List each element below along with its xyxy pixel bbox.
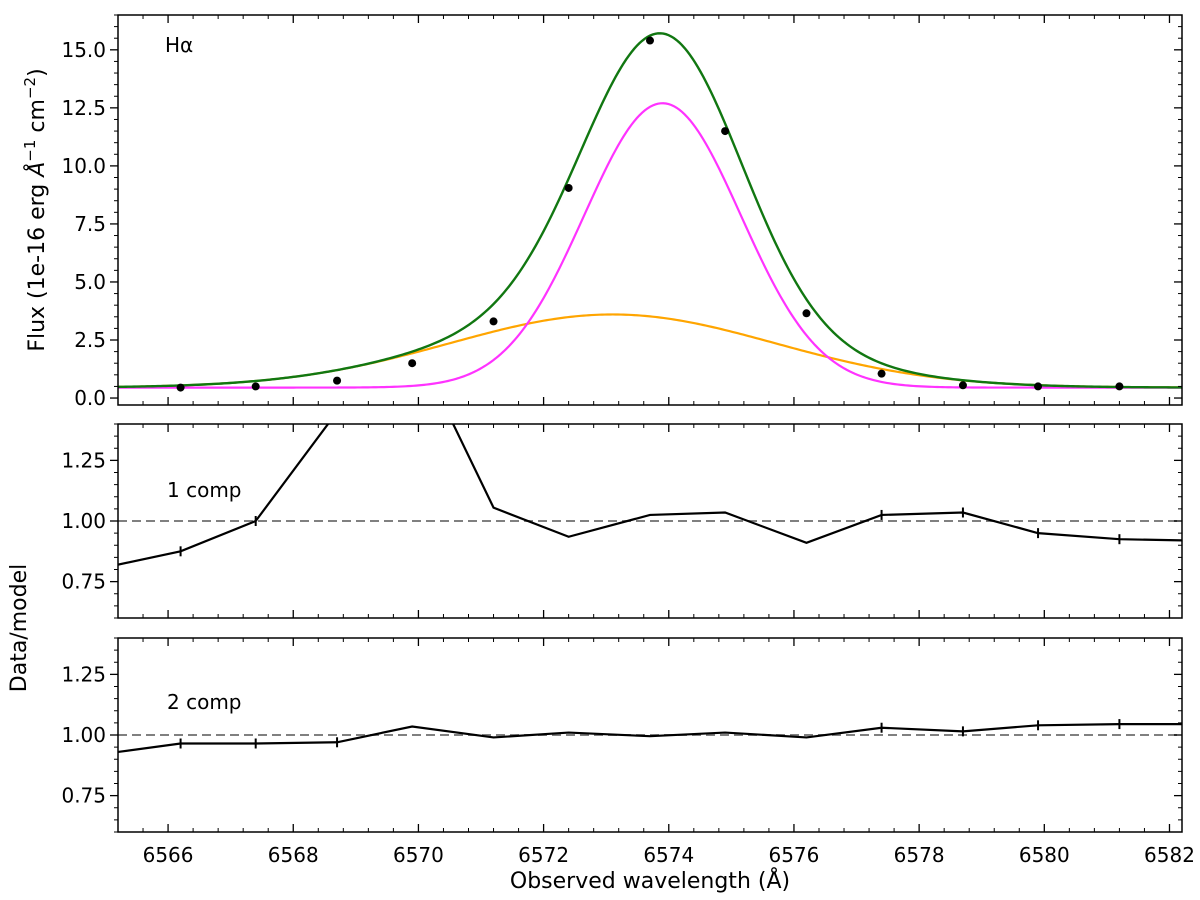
- y-tick-label: 1.00: [61, 723, 106, 747]
- panel-halpha-fit: 0.0 2.5 5.0 7.5 10.0 12.5 15.0 Hα Flux (1e-16 …: [21, 14, 1183, 410]
- broad-component-curve: [118, 313, 1182, 389]
- x-tick-label: 6568: [268, 843, 319, 867]
- total-model-curve: [118, 32, 1182, 389]
- y-tick-label: 10.0: [61, 154, 106, 178]
- data-point: [802, 309, 811, 318]
- data-point: [1115, 382, 1124, 391]
- x-tick-label: 6574: [643, 843, 694, 867]
- data-point: [646, 36, 654, 45]
- flux-axis-title: Flux (1e-16 erg Å−1 cm−2): [21, 68, 50, 351]
- x-tick-label: 6570: [393, 843, 444, 867]
- panel-annotation: 2 comp: [167, 690, 242, 714]
- panel-annotation: Hα: [165, 33, 193, 57]
- y-tick-label: 2.5: [74, 328, 106, 352]
- y-tick-label: 0.75: [61, 784, 106, 808]
- data-point: [176, 383, 185, 392]
- x-tick-label: 6582: [1144, 843, 1195, 867]
- panel-frame: [117, 14, 1183, 406]
- data-point: [251, 382, 260, 391]
- y-tick-label: 1.25: [61, 448, 106, 472]
- data-point: [1034, 382, 1043, 391]
- y-tick-label: 7.5: [74, 212, 106, 236]
- data-point: [489, 317, 498, 326]
- ratio-line: [118, 424, 1182, 566]
- x-tick-label: 6576: [768, 843, 819, 867]
- ratio-line: [118, 722, 1182, 754]
- y-tick-label: 15.0: [61, 38, 106, 62]
- x-tick-label: 6566: [143, 843, 194, 867]
- y-tick-label: 5.0: [74, 270, 106, 294]
- panel-ratio-1comp: 0.75 1.00 1.25 1 comp: [61, 423, 1183, 619]
- x-tick-label: 6572: [518, 843, 569, 867]
- x-tick-label: 6580: [1019, 843, 1070, 867]
- panel-frame: [117, 637, 1183, 833]
- panel-frame: [117, 423, 1183, 619]
- data-point: [958, 381, 967, 390]
- y-tick-label: 0.75: [61, 570, 106, 594]
- narrow-component-curve: [118, 102, 1182, 389]
- data-point: [877, 369, 886, 378]
- y-tick-label: 0.0: [74, 386, 106, 410]
- data-point: [721, 127, 730, 136]
- data-point: [408, 359, 417, 368]
- panel-annotation: 1 comp: [167, 478, 242, 502]
- y-tick-label: 1.00: [61, 509, 106, 533]
- panel-ratio-2comp: 0.75 1.00 1.25 6566 6568 6570 6572 6574 6576 6578…: [61, 637, 1195, 867]
- y-tick-label: 1.25: [61, 662, 106, 686]
- ratio-axis-title: Data/model: [7, 564, 32, 692]
- data-point: [333, 376, 342, 385]
- data-point: [564, 183, 573, 192]
- y-tick-label: 12.5: [61, 96, 106, 120]
- x-tick-label: 6578: [894, 843, 945, 867]
- x-axis-title: Observed wavelength (Å): [510, 867, 790, 894]
